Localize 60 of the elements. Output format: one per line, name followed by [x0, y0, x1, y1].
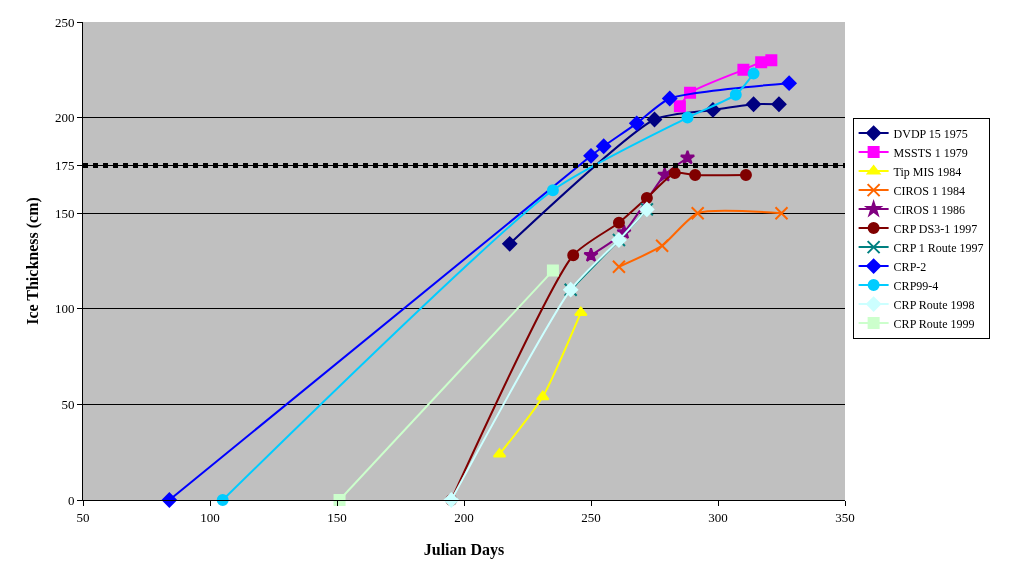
x-tick-label: 300 — [708, 509, 728, 525]
x-tick-label: 50 — [76, 509, 90, 525]
point — [574, 306, 588, 317]
legend-label: CRP Route 1998 — [893, 297, 975, 312]
x-tick-label: 200 — [454, 509, 474, 525]
y-axis-title: Ice Thickness (cm) — [23, 197, 42, 325]
legend-label: MSSTS 1 1979 — [893, 145, 968, 160]
point — [640, 191, 653, 204]
point — [583, 247, 599, 262]
point — [535, 390, 550, 401]
y-tick-label: 0 — [67, 492, 75, 508]
legend-label: CRP-2 — [893, 259, 927, 274]
point — [781, 75, 797, 91]
point — [739, 168, 752, 181]
point — [681, 111, 694, 124]
x-tick-label: 350 — [835, 509, 855, 525]
point — [737, 63, 750, 76]
point — [216, 494, 229, 506]
point — [771, 96, 787, 112]
point — [765, 54, 778, 67]
y-tick-label: 50 — [61, 396, 75, 412]
point — [647, 112, 662, 128]
y-tick-label: 175 — [54, 157, 75, 173]
x-tick-label: 100 — [200, 509, 220, 525]
point — [567, 249, 580, 262]
point — [668, 167, 681, 180]
point — [161, 492, 177, 508]
point — [546, 264, 559, 277]
legend-label: CIROS 1 1984 — [893, 183, 965, 198]
legend-label: DVDP 15 1975 — [893, 126, 968, 141]
y-tick-label: 150 — [54, 205, 75, 221]
x-axis-title: Julian Days — [423, 541, 505, 560]
x-tick-label: 250 — [581, 509, 601, 525]
point — [729, 88, 742, 101]
point — [583, 148, 599, 164]
legend-label: CRP 1 Route 1997 — [893, 240, 984, 255]
point — [774, 206, 789, 221]
point — [596, 138, 612, 154]
legend-label: Tip MIS 1984 — [893, 164, 962, 179]
point — [655, 238, 670, 253]
point — [502, 236, 518, 252]
point — [629, 115, 645, 131]
y-tick-label: 250 — [54, 14, 75, 30]
point — [612, 216, 625, 229]
point — [689, 168, 702, 181]
point — [546, 184, 559, 197]
point — [747, 67, 760, 80]
legend-label: CRP99-4 — [893, 278, 939, 293]
point — [746, 96, 762, 112]
y-tick-label: 200 — [54, 110, 75, 126]
point — [662, 90, 678, 106]
x-tick-label: 150 — [327, 509, 347, 525]
legend-label: CIROS 1 1986 — [893, 202, 965, 217]
point — [611, 259, 626, 274]
point — [673, 100, 686, 113]
point — [690, 206, 705, 221]
point — [679, 149, 696, 165]
y-tick-label: 100 — [54, 301, 75, 317]
legend-label: CRP DS3-1 1997 — [893, 221, 978, 236]
legend-label: CRP Route 1999 — [893, 316, 975, 331]
